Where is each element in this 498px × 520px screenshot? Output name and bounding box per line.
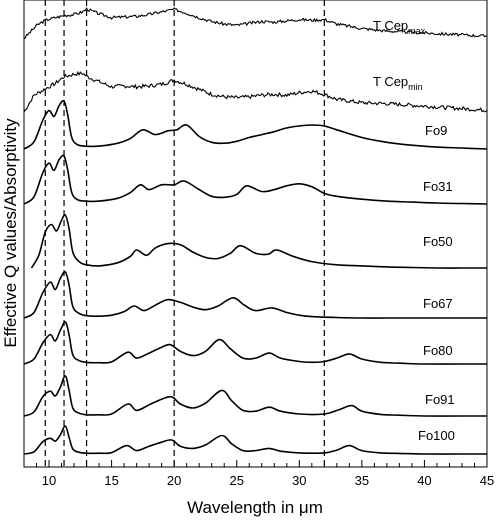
x-tick-label: 45 — [480, 473, 494, 488]
x-tick-label: 35 — [355, 473, 369, 488]
series-label-0: T Cepmax — [373, 18, 426, 36]
x-ticks — [23, 460, 488, 467]
series-lines — [23, 7, 488, 455]
series-line-3 — [23, 154, 488, 205]
series-label-name: Fo50 — [423, 234, 453, 249]
x-tick-label: 40 — [417, 473, 431, 488]
series-line-6 — [23, 321, 488, 365]
series-label-name: Fo67 — [423, 296, 453, 311]
series-line-4 — [30, 213, 487, 269]
series-line-8 — [23, 425, 487, 455]
series-label-3: Fo31 — [423, 179, 453, 194]
series-label-name: Fo80 — [423, 343, 453, 358]
x-tick-label: 10 — [42, 473, 56, 488]
x-tick-label: 25 — [229, 473, 243, 488]
series-label-name: T Cep — [373, 18, 408, 33]
series-label-name: Fo31 — [423, 179, 453, 194]
x-tick-label: 30 — [292, 473, 306, 488]
series-label-5: Fo67 — [423, 296, 453, 311]
series-label-subscript: max — [408, 26, 426, 36]
reference-lines — [44, 0, 325, 467]
series-label-name: Fo91 — [425, 392, 455, 407]
series-label-name: T Cep — [373, 74, 408, 89]
series-label-6: Fo80 — [423, 343, 453, 358]
y-axis-title: Effective Q values/Absorptivity — [1, 118, 20, 348]
x-tick-labels: 10 15 20 25 30 35 40 45 — [42, 473, 494, 488]
series-line-1 — [23, 70, 488, 113]
x-axis-title: Wavelength in μm — [187, 498, 323, 517]
series-label-name: Fo9 — [425, 123, 447, 138]
series-label-8: Fo100 — [418, 428, 455, 443]
series-label-1: T Cepmin — [373, 74, 423, 92]
plot-frame — [23, 0, 488, 468]
series-line-5 — [23, 271, 487, 319]
series-label-7: Fo91 — [425, 392, 455, 407]
x-tick-label: 20 — [167, 473, 181, 488]
series-line-0 — [23, 7, 487, 40]
series-label-2: Fo9 — [425, 123, 447, 138]
series-label-subscript: min — [408, 82, 423, 92]
series-label-4: Fo50 — [423, 234, 453, 249]
x-tick-label: 15 — [104, 473, 118, 488]
series-line-2 — [23, 99, 488, 150]
series-label-name: Fo100 — [418, 428, 455, 443]
series-line-7 — [23, 375, 487, 417]
